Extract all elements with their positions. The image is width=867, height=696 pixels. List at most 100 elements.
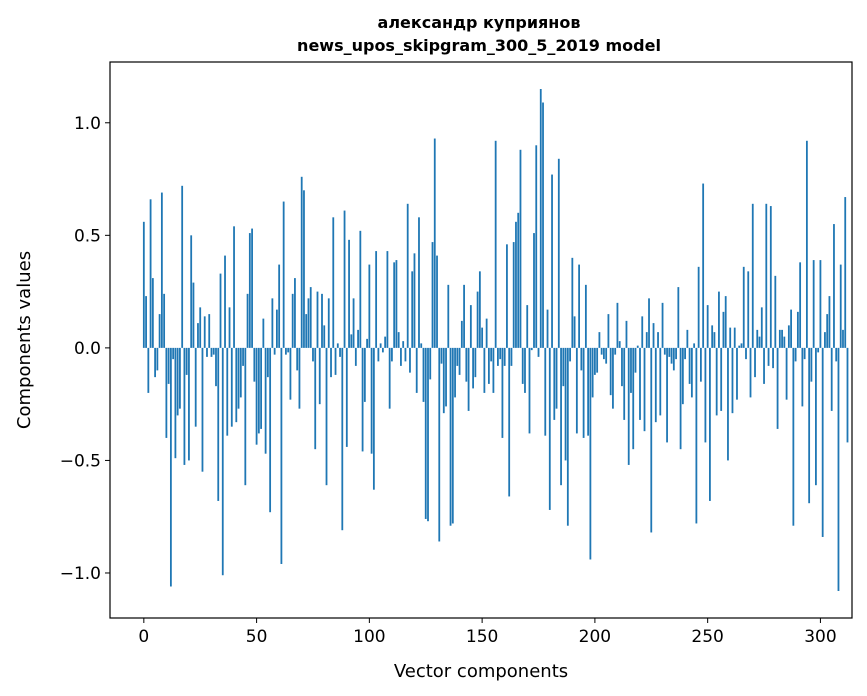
bar-component-284 [783, 336, 786, 348]
bar-component-164 [512, 242, 515, 348]
bar-component-74 [309, 287, 312, 348]
bar-component-229 [659, 347, 662, 416]
bar-component-206 [607, 314, 610, 348]
bar-component-30 [210, 347, 213, 357]
bar-component-24 [197, 323, 199, 348]
bar-component-81 [325, 347, 328, 486]
x-axis-label: Vector components [394, 661, 568, 682]
bar-component-39 [230, 347, 233, 427]
bar-component-35 [221, 347, 224, 576]
bar-component-155 [492, 347, 495, 393]
x-tick-label: 250 [691, 627, 723, 647]
bar-component-258 [724, 296, 727, 348]
bar-component-49 [253, 347, 256, 382]
bar-component-73 [307, 298, 310, 348]
bar-component-163 [510, 347, 513, 366]
bar-component-22 [192, 282, 195, 348]
bar-component-102 [372, 347, 375, 490]
bar-component-266 [742, 266, 745, 348]
chart-title-line-2: news_upos_skipgram_300_5_2019 model [297, 36, 661, 55]
bar-component-6 [156, 347, 159, 371]
bar-component-257 [722, 311, 725, 348]
bar-component-18 [183, 347, 186, 465]
bar-component-190 [571, 257, 574, 348]
bar-component-145 [469, 305, 472, 348]
bar-component-16 [179, 347, 181, 409]
bar-component-48 [251, 228, 253, 348]
bar-component-254 [715, 347, 718, 416]
bar-component-78 [318, 347, 321, 405]
bar-component-113 [397, 332, 400, 348]
bar-component-167 [519, 149, 522, 348]
bar-component-282 [778, 329, 781, 348]
bar-component-159 [501, 347, 504, 438]
bar-component-135 [447, 284, 450, 348]
bar-component-178 [544, 347, 547, 436]
bar-component-154 [490, 347, 493, 362]
bar-component-309 [839, 264, 842, 348]
bar-component-293 [803, 347, 806, 360]
bar-component-123 [420, 343, 423, 348]
bar-component-165 [515, 221, 517, 348]
y-tick-label: −1.0 [60, 564, 101, 584]
y-axis-label: Components values [14, 251, 35, 429]
bar-component-312 [846, 347, 849, 443]
bar-component-279 [772, 347, 774, 369]
bar-component-100 [368, 264, 371, 348]
bar-component-228 [657, 332, 659, 348]
bar-component-294 [805, 140, 808, 348]
bar-component-182 [553, 347, 556, 420]
bar-component-97 [361, 347, 364, 452]
bar-component-128 [431, 242, 434, 348]
bar-component-129 [433, 138, 436, 348]
bar-component-21 [190, 235, 193, 348]
bar-component-249 [704, 347, 707, 443]
bar-component-211 [618, 341, 621, 348]
bar-component-291 [799, 262, 802, 348]
bar-component-44 [242, 347, 244, 366]
bar-component-259 [727, 347, 729, 461]
bar-component-306 [833, 224, 835, 348]
bar-component-283 [781, 329, 783, 348]
bar-component-191 [573, 316, 576, 348]
bar-series [142, 89, 849, 591]
bar-component-186 [562, 347, 565, 387]
bar-component-147 [474, 347, 477, 378]
bar-component-244 [693, 343, 696, 348]
bar-component-231 [663, 347, 666, 355]
bar-component-300 [819, 260, 822, 348]
bar-component-251 [709, 347, 711, 501]
bar-component-62 [282, 201, 285, 348]
bar-component-65 [289, 347, 292, 400]
bar-component-96 [359, 230, 362, 348]
bar-component-161 [506, 244, 508, 348]
bar-component-54 [264, 347, 267, 454]
bar-component-221 [641, 316, 644, 348]
bar-component-273 [758, 336, 761, 348]
bar-component-34 [219, 273, 222, 348]
bar-component-29 [208, 314, 211, 348]
bar-component-174 [535, 145, 538, 348]
bar-component-51 [257, 347, 260, 434]
bar-component-11 [167, 347, 170, 384]
bar-component-304 [828, 296, 831, 348]
bar-component-52 [260, 347, 262, 429]
bar-component-124 [422, 347, 425, 402]
bar-component-60 [278, 264, 281, 348]
bar-component-114 [400, 347, 402, 366]
bar-component-281 [776, 347, 779, 429]
bar-component-301 [821, 347, 824, 537]
bar-component-5 [154, 347, 156, 378]
bar-component-139 [456, 347, 459, 366]
bar-component-66 [291, 293, 294, 348]
bar-component-107 [384, 336, 387, 348]
bar-component-58 [273, 347, 276, 355]
bar-component-4 [151, 278, 154, 348]
bar-component-180 [548, 347, 551, 510]
bar-component-268 [747, 271, 750, 348]
bar-component-126 [427, 347, 429, 522]
bar-component-204 [603, 347, 605, 360]
bar-component-85 [334, 347, 337, 375]
bar-component-151 [483, 347, 486, 393]
